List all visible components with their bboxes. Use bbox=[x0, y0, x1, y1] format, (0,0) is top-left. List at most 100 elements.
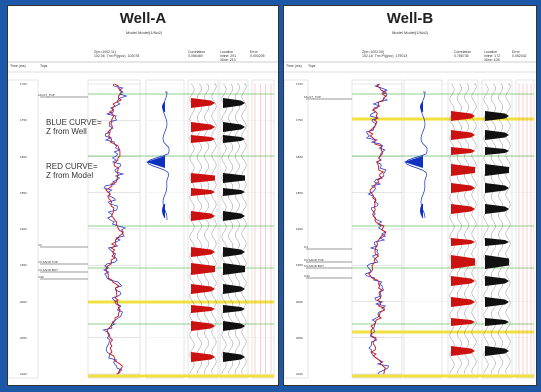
black-synthetic-trace bbox=[223, 305, 245, 313]
red-synthetic-trace bbox=[191, 263, 215, 275]
wavelet-lobe bbox=[162, 203, 166, 219]
black-synthetic-trace bbox=[223, 321, 245, 331]
wavelet-peak bbox=[146, 156, 165, 168]
well-a-tops-header: Tops bbox=[40, 64, 48, 68]
formation-top-label: KV.SAND TOP bbox=[304, 258, 324, 262]
track-frame bbox=[284, 79, 309, 379]
black-synthetic-trace bbox=[485, 255, 509, 269]
well-a-title: Well-A bbox=[119, 10, 167, 27]
black-synthetic-trace bbox=[223, 211, 245, 221]
formation-top-label: FAULT_TOP bbox=[38, 93, 55, 97]
black-synthetic-trace bbox=[485, 276, 509, 286]
black-synthetic-trace bbox=[223, 188, 245, 196]
formation-top-label: FAULT_TOP bbox=[304, 95, 321, 99]
black-synthetic-trace bbox=[485, 111, 509, 121]
formation-top-label: KV.SAND BOT bbox=[38, 268, 58, 272]
black-synthetic-trace bbox=[223, 173, 245, 183]
black-synthetic-trace bbox=[223, 135, 245, 143]
red-synthetic-trace bbox=[191, 173, 215, 183]
red-synthetic-trace bbox=[191, 352, 215, 362]
horizon-marker-yellow bbox=[352, 374, 534, 378]
time-tick-label: 1800 bbox=[20, 154, 27, 159]
red-curve bbox=[368, 83, 387, 375]
black-synthetic-trace bbox=[485, 130, 509, 140]
well-b-title: Well-B bbox=[386, 10, 434, 27]
trace-line bbox=[456, 83, 462, 374]
well-a-panel: Well-A Model Model(1/No2) Time (ms) Tops… bbox=[7, 5, 279, 386]
red-synthetic-trace bbox=[451, 183, 475, 193]
time-tick-label: 2000 bbox=[296, 299, 303, 304]
time-tick-label: 2100 bbox=[296, 372, 303, 376]
red-synthetic-trace bbox=[191, 188, 215, 196]
time-tick-label: 2000 bbox=[20, 299, 27, 304]
well-a-tracks bbox=[8, 61, 278, 379]
black-synthetic-trace bbox=[223, 352, 245, 362]
red-synthetic-trace bbox=[451, 255, 475, 269]
black-synthetic-trace bbox=[485, 346, 509, 356]
trace-line bbox=[490, 83, 496, 374]
well-b-panel: Well-B Model Model(1/No2) Time (ms) Tops… bbox=[283, 5, 537, 386]
time-tick-label: 1800 bbox=[296, 154, 303, 159]
well-b-correlation-header: Correlation 0.786735 bbox=[454, 50, 472, 58]
horizon-marker-yellow bbox=[352, 330, 534, 334]
black-synthetic-trace bbox=[485, 238, 509, 246]
trace-line bbox=[464, 83, 470, 374]
black-synthetic-trace bbox=[485, 318, 509, 326]
time-tick-label: 2100 bbox=[20, 372, 27, 376]
formation-top-label: K4 bbox=[38, 243, 42, 247]
red-synthetic-trace bbox=[191, 284, 215, 294]
black-synthetic-trace bbox=[223, 284, 245, 294]
wavelet-curve bbox=[404, 91, 428, 219]
red-synthetic-trace bbox=[451, 297, 475, 307]
time-tick-label: 1750 bbox=[20, 118, 27, 123]
time-tick-label: 1750 bbox=[296, 118, 303, 123]
wavelet-lobe bbox=[420, 203, 424, 219]
red-synthetic-trace bbox=[451, 130, 475, 140]
red-synthetic-trace bbox=[191, 122, 215, 132]
well-b-error-header: Error 0.052042 bbox=[512, 50, 527, 58]
trace-line bbox=[211, 83, 217, 374]
black-synthetic-trace bbox=[485, 204, 509, 214]
blue-curve bbox=[364, 83, 390, 375]
time-tick-label: 1850 bbox=[296, 190, 303, 195]
red-curve bbox=[105, 83, 123, 375]
horizon-marker-yellow bbox=[88, 300, 274, 304]
well-a-correlation-header: Correlation 0.056469 bbox=[188, 50, 206, 58]
well-b-tops-header: Tops bbox=[308, 64, 316, 68]
formation-top-label: K4D bbox=[38, 275, 44, 279]
black-synthetic-trace bbox=[485, 183, 509, 193]
black-synthetic-trace bbox=[223, 122, 245, 132]
black-synthetic-trace bbox=[223, 98, 245, 108]
black-synthetic-trace bbox=[485, 147, 509, 155]
well-b-tracks bbox=[284, 61, 536, 379]
time-tick-label: 1700 bbox=[296, 82, 303, 86]
red-synthetic-trace bbox=[451, 318, 475, 326]
time-tick-label: 1950 bbox=[296, 263, 303, 268]
red-synthetic-trace bbox=[451, 276, 475, 286]
red-synthetic-trace bbox=[191, 247, 215, 257]
red-synthetic-trace bbox=[451, 147, 475, 155]
well-b-time-header: Time (ms) bbox=[286, 64, 302, 68]
formation-top-label: KV.SAND TOP bbox=[38, 260, 58, 264]
red-synthetic-trace bbox=[191, 135, 215, 143]
well-a-log-header: Z(m=1002.11) 102.06 Tm=Pl(g/cc) 102078 bbox=[94, 50, 140, 58]
formation-top-label: K4 bbox=[304, 245, 308, 249]
red-synthetic-trace bbox=[191, 98, 215, 108]
time-tick-label: 1850 bbox=[20, 190, 27, 195]
black-synthetic-trace bbox=[223, 263, 245, 275]
trace-line bbox=[449, 83, 455, 374]
time-tick-label: 2050 bbox=[20, 335, 27, 340]
well-a-subtitle: Model Model(1/No2) bbox=[126, 30, 163, 35]
well-a-error-header: Error 0.000205 bbox=[250, 50, 265, 58]
black-synthetic-trace bbox=[485, 164, 509, 176]
formation-top-label: KV.SAND BOT bbox=[304, 264, 324, 268]
time-tick-label: 1950 bbox=[20, 263, 27, 268]
red-synthetic-trace bbox=[451, 238, 475, 246]
formation-top-label: K4D bbox=[304, 274, 310, 278]
well-a-location-header: Location Inline: 291 Xline: 213 bbox=[220, 50, 237, 62]
horizon-marker-yellow bbox=[88, 374, 274, 378]
horizon-marker-yellow bbox=[352, 117, 534, 121]
time-tick-label: 1900 bbox=[296, 227, 303, 231]
black-synthetic-trace bbox=[485, 297, 509, 307]
trace-line bbox=[241, 83, 247, 374]
